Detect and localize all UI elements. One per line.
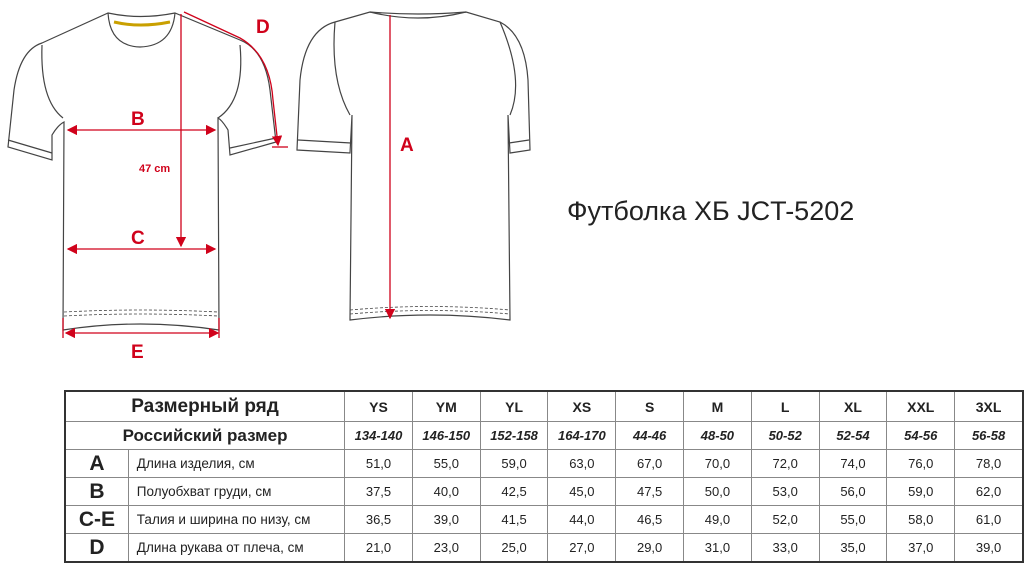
value-cell: 23,0 <box>411 533 481 563</box>
size-cell: YM <box>411 390 481 422</box>
product-title: Футболка ХБ JCT-5202 <box>567 196 855 226</box>
size-header-row: Размерный ряд YS YM YL XS S M L XL XXL 3XL <box>64 390 1024 422</box>
value-cell: 29,0 <box>615 533 685 563</box>
ru-size-cell: 152-158 <box>479 421 549 450</box>
measure-label: Полуобхват груди, см <box>127 477 346 506</box>
ru-size-cell: 54-56 <box>886 421 956 450</box>
table-row: B Полуобхват груди, см 37,5 40,0 42,5 45,0 47,… <box>64 477 1024 506</box>
label-b: B <box>131 109 145 130</box>
value-cell: 45,0 <box>547 477 617 506</box>
label-e: E <box>131 342 144 363</box>
value-cell: 55,0 <box>411 449 481 478</box>
measure-letter: D <box>64 533 129 563</box>
value-cell: 63,0 <box>547 449 617 478</box>
measure-label: Длина изделия, см <box>127 449 346 478</box>
size-table: Размерный ряд YS YM YL XS S M L XL XXL 3XL Российск… <box>64 390 1024 563</box>
size-cell: M <box>683 390 752 422</box>
ru-size-cell: 56-58 <box>954 421 1024 450</box>
value-cell: 42,5 <box>479 477 549 506</box>
value-cell: 61,0 <box>954 505 1024 534</box>
value-cell: 62,0 <box>954 477 1024 506</box>
value-cell: 31,0 <box>683 533 752 563</box>
value-cell: 51,0 <box>344 449 413 478</box>
value-cell: 21,0 <box>344 533 413 563</box>
value-cell: 53,0 <box>750 477 820 506</box>
measure-letter: A <box>64 449 129 478</box>
value-cell: 46,5 <box>615 505 685 534</box>
ru-size-cell: 48-50 <box>683 421 752 450</box>
length-note: 47 cm <box>139 163 170 175</box>
value-cell: 70,0 <box>683 449 752 478</box>
value-cell: 37,0 <box>886 533 956 563</box>
measure-label: Талия и ширина по низу, см <box>127 505 346 534</box>
size-cell: S <box>615 390 685 422</box>
value-cell: 67,0 <box>615 449 685 478</box>
ru-size-cell: 134-140 <box>344 421 413 450</box>
size-cell: 3XL <box>954 390 1024 422</box>
value-cell: 50,0 <box>683 477 752 506</box>
label-a: A <box>400 135 414 156</box>
value-cell: 58,0 <box>886 505 956 534</box>
value-cell: 37,5 <box>344 477 413 506</box>
measure-label: Длина рукава от плеча, см <box>127 533 346 563</box>
value-cell: 25,0 <box>479 533 549 563</box>
value-cell: 33,0 <box>750 533 820 563</box>
value-cell: 72,0 <box>750 449 820 478</box>
value-cell: 56,0 <box>818 477 888 506</box>
table-row: C-E Талия и ширина по низу, см 36,5 39,0 41,… <box>64 505 1024 534</box>
size-row-label: Размерный ряд <box>64 390 346 422</box>
ru-size-cell: 44-46 <box>615 421 685 450</box>
ru-size-row: Российский размер 134-140 146-150 152-158 16… <box>64 421 1024 450</box>
value-cell: 49,0 <box>683 505 752 534</box>
ru-size-cell: 164-170 <box>547 421 617 450</box>
value-cell: 59,0 <box>886 477 956 506</box>
value-cell: 59,0 <box>479 449 549 478</box>
measure-letter: C-E <box>64 505 129 534</box>
value-cell: 39,0 <box>954 533 1024 563</box>
d-measure-arrow <box>183 11 283 147</box>
label-d: D <box>256 17 270 38</box>
value-cell: 41,5 <box>479 505 549 534</box>
size-cell: XS <box>547 390 617 422</box>
table-row: A Длина изделия, см 51,0 55,0 59,0 63,0 67,0 70… <box>64 449 1024 478</box>
ru-size-cell: 52-54 <box>818 421 888 450</box>
value-cell: 40,0 <box>411 477 481 506</box>
measure-letter: B <box>64 477 129 506</box>
ru-row-label: Российский размер <box>64 421 346 450</box>
value-cell: 27,0 <box>547 533 617 563</box>
size-cell: YS <box>344 390 413 422</box>
value-cell: 76,0 <box>886 449 956 478</box>
ru-size-cell: 146-150 <box>411 421 481 450</box>
value-cell: 36,5 <box>344 505 413 534</box>
value-cell: 55,0 <box>818 505 888 534</box>
size-cell: XXL <box>886 390 956 422</box>
value-cell: 74,0 <box>818 449 888 478</box>
value-cell: 47,5 <box>615 477 685 506</box>
value-cell: 44,0 <box>547 505 617 534</box>
size-cell: YL <box>479 390 549 422</box>
table-row: D Длина рукава от плеча, см 21,0 23,0 25,0 27… <box>64 533 1024 563</box>
back-tshirt-outline <box>296 11 531 321</box>
label-c: C <box>131 228 145 249</box>
value-cell: 39,0 <box>411 505 481 534</box>
size-cell: XL <box>818 390 888 422</box>
size-cell: L <box>750 390 820 422</box>
tshirt-diagram: B C E D A 47 cm <box>7 11 531 363</box>
value-cell: 35,0 <box>818 533 888 563</box>
value-cell: 52,0 <box>750 505 820 534</box>
value-cell: 78,0 <box>954 449 1024 478</box>
ru-size-cell: 50-52 <box>750 421 820 450</box>
